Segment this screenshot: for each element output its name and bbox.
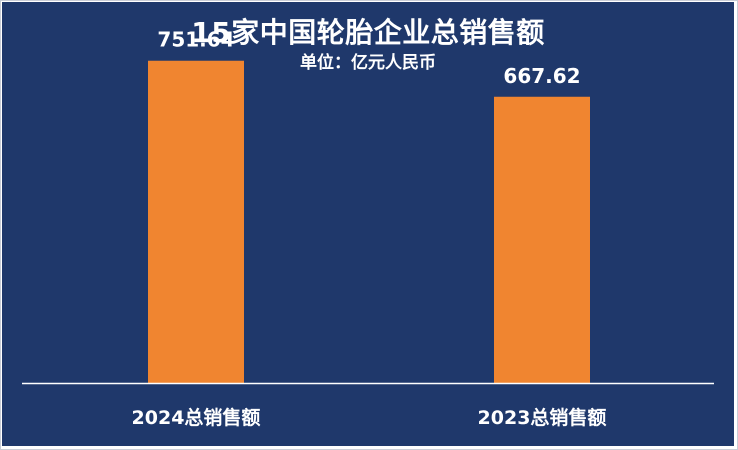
bar-2 xyxy=(494,96,590,383)
chart-panel: 15家中国轮胎企业总销售额 单位：亿元人民币 xyxy=(2,2,734,446)
category-label-2: 2023总销售额 xyxy=(478,406,607,429)
bar-1 xyxy=(148,60,244,384)
category-label-1: 2024总销售额 xyxy=(132,406,261,429)
data-label-2: 667.62 xyxy=(503,64,580,88)
data-label-1: 751.64 xyxy=(157,28,234,52)
chart-title: 15家中国轮胎企业总销售额 xyxy=(191,16,545,49)
chart-subtitle: 单位：亿元人民币 xyxy=(300,53,436,73)
